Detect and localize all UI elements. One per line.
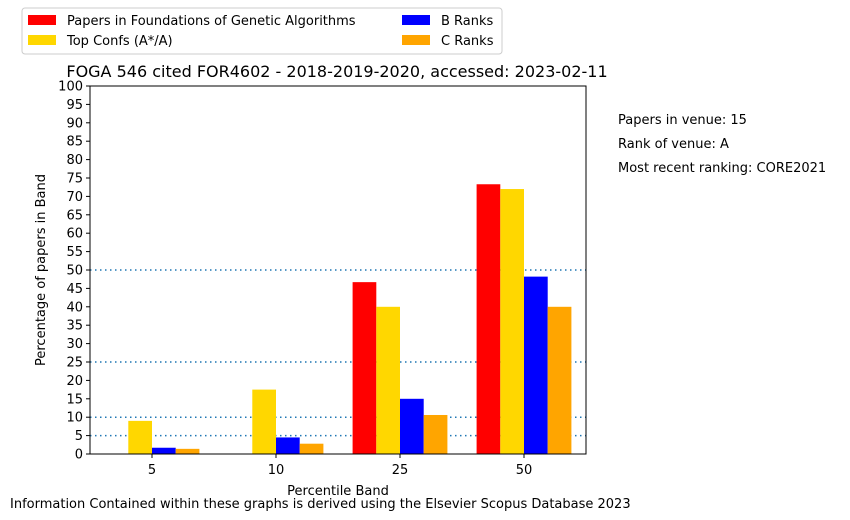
bar <box>376 306 400 454</box>
bar <box>276 437 300 454</box>
bar <box>152 447 176 454</box>
x-tick-label: 5 <box>148 463 156 478</box>
legend-label: Top Confs (A*/A) <box>66 34 173 49</box>
y-tick-label: 15 <box>66 392 83 407</box>
y-tick-label: 85 <box>66 135 83 150</box>
bar <box>175 448 200 454</box>
bar <box>400 398 424 454</box>
y-tick-label: 25 <box>66 356 83 371</box>
legend-swatch <box>28 35 56 45</box>
side-info-line: Most recent ranking: CORE2021 <box>618 161 826 176</box>
y-axis-label: Percentage of papers in Band <box>34 174 49 366</box>
bar <box>352 282 377 454</box>
legend-frame <box>21 7 503 55</box>
side-info-line: Papers in venue: 15 <box>618 113 747 128</box>
y-tick-label: 90 <box>66 116 83 131</box>
y-tick-label: 55 <box>66 245 83 260</box>
footer-note: Information Contained within these graph… <box>10 497 631 512</box>
y-tick-label: 70 <box>66 190 83 205</box>
y-tick-label: 10 <box>66 411 83 426</box>
y-tick-label: 45 <box>66 282 83 297</box>
y-tick-label: 20 <box>66 374 83 389</box>
legend: Papers in Foundations of Genetic Algorit… <box>21 7 503 55</box>
legend-swatch <box>28 15 56 25</box>
y-tick-label: 65 <box>66 208 83 223</box>
x-axis-label: Percentile Band <box>287 484 389 499</box>
chart-title: FOGA 546 cited FOR4602 - 2018-2019-2020,… <box>66 62 607 81</box>
x-tick-label: 50 <box>516 463 533 478</box>
x-tick-label: 10 <box>268 463 285 478</box>
y-tick-label: 75 <box>66 172 83 187</box>
legend-swatch <box>402 35 430 45</box>
bar <box>524 276 548 454</box>
bar <box>423 414 448 454</box>
x-axis: 5 10 25 50 <box>148 454 532 478</box>
bar <box>128 420 152 454</box>
x-tick-label: 25 <box>392 463 409 478</box>
bar <box>252 389 276 454</box>
y-tick-label: 60 <box>66 227 83 242</box>
legend-swatch <box>402 15 430 25</box>
y-tick-label: 5 <box>75 429 83 444</box>
y-axis: 0 5 10 15 20 25 30 35 40 45 50 55 60 65 70 75 80 85 90 95 10… <box>58 80 90 463</box>
legend-label: Papers in Foundations of Genetic Algorit… <box>67 14 356 29</box>
y-tick-label: 95 <box>66 98 83 113</box>
bar <box>299 443 324 454</box>
bar <box>476 184 501 455</box>
legend-label: B Ranks <box>441 14 494 29</box>
bar <box>500 189 524 455</box>
y-tick-label: 100 <box>58 80 83 95</box>
y-tick-label: 30 <box>66 337 83 352</box>
bar <box>547 306 572 454</box>
y-tick-label: 40 <box>66 300 83 315</box>
y-tick-label: 80 <box>66 153 83 168</box>
y-tick-label: 35 <box>66 319 83 334</box>
bars <box>128 184 572 455</box>
y-tick-label: 0 <box>75 448 83 463</box>
side-info: Papers in venue: 15 Rank of venue: A Most … <box>618 113 826 176</box>
y-tick-label: 50 <box>66 264 83 279</box>
legend-label: C Ranks <box>441 34 494 49</box>
side-info-line: Rank of venue: A <box>618 137 729 152</box>
